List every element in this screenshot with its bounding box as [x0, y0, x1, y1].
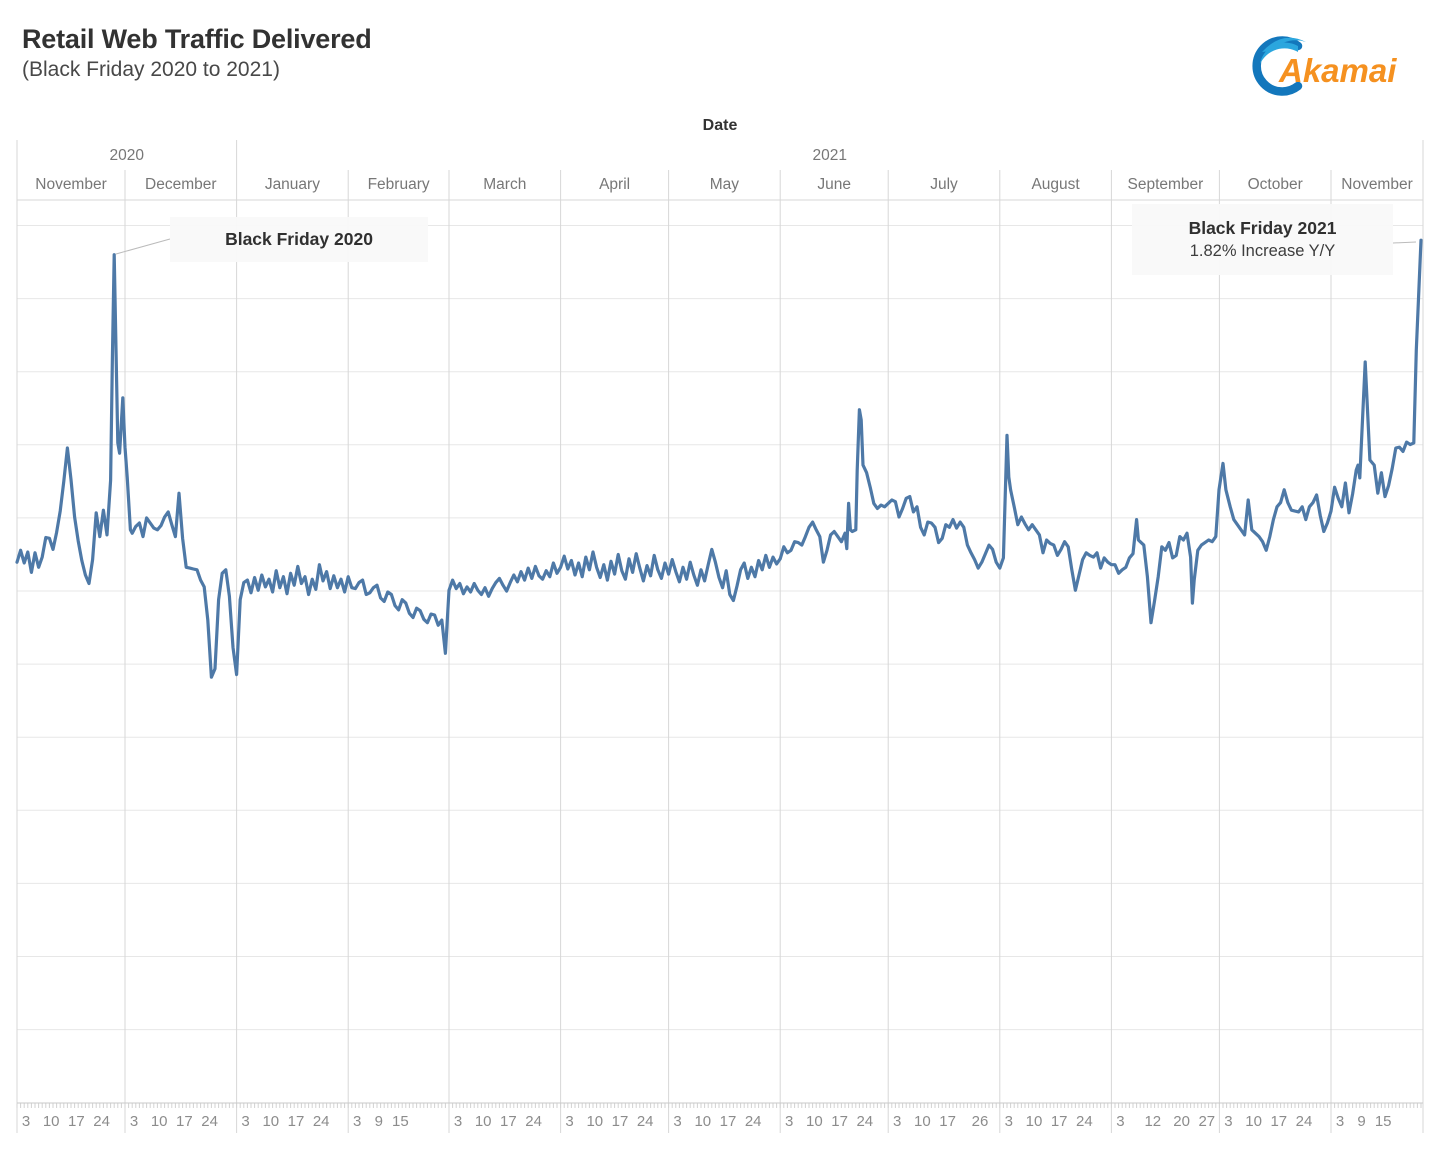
tick-label: 3 [1336, 1113, 1344, 1130]
tick-label: 12 [1144, 1113, 1161, 1130]
tick-label: 10 [1245, 1113, 1262, 1130]
tick-label: 17 [68, 1113, 85, 1130]
tick-label: 10 [475, 1113, 492, 1130]
page-title: Retail Web Traffic Delivered [22, 24, 372, 54]
tick-label: 24 [93, 1113, 110, 1130]
tick-label: 15 [1375, 1113, 1392, 1130]
tick-label: 10 [914, 1113, 931, 1130]
tick-label: 3 [353, 1113, 361, 1130]
page-subtitle: (Black Friday 2020 to 2021) [22, 58, 280, 81]
annotation-connector [1392, 241, 1417, 244]
year-label: 2021 [813, 147, 847, 164]
tick-label: 10 [151, 1113, 168, 1130]
tick-label: 3 [241, 1113, 249, 1130]
tick-label: 15 [392, 1113, 409, 1130]
axis-field-label: Date [703, 117, 738, 134]
tick-label: 17 [500, 1113, 517, 1130]
tick-label: 10 [586, 1113, 603, 1130]
month-label: January [265, 176, 320, 193]
tick-label: 17 [939, 1113, 956, 1130]
tick-label: 17 [612, 1113, 629, 1130]
tick-label: 3 [454, 1113, 462, 1130]
annotation-title: Black Friday 2021 [1188, 218, 1337, 238]
month-label: December [145, 176, 217, 193]
tick-label: 17 [1051, 1113, 1068, 1130]
tick-label: 24 [637, 1113, 654, 1130]
tick-label: 17 [720, 1113, 737, 1130]
tick-label: 10 [806, 1113, 823, 1130]
tick-label: 9 [1357, 1113, 1365, 1130]
tick-label: 17 [831, 1113, 848, 1130]
traffic-line[interactable] [15, 238, 1423, 679]
tick-label: 24 [1076, 1113, 1093, 1130]
tick-label: 10 [262, 1113, 279, 1130]
tick-label: 3 [893, 1113, 901, 1130]
tick-label: 17 [1270, 1113, 1287, 1130]
tick-label: 20 [1173, 1113, 1190, 1130]
tick-label: 27 [1198, 1113, 1215, 1130]
month-label: April [599, 176, 630, 193]
tick-label: 10 [1026, 1113, 1043, 1130]
tick-label: 3 [673, 1113, 681, 1130]
annotation-black-friday-2020: Black Friday 2020 [170, 217, 428, 262]
month-label: August [1031, 176, 1080, 193]
tick-label: 10 [694, 1113, 711, 1130]
tick-label: 3 [565, 1113, 573, 1130]
tick-label: 17 [288, 1113, 305, 1130]
tick-label: 26 [972, 1113, 989, 1130]
month-label: June [817, 176, 851, 193]
month-label: October [1248, 176, 1303, 193]
annotation-subtitle: 1.82% Increase Y/Y [1189, 242, 1336, 260]
tick-label: 3 [1116, 1113, 1124, 1130]
month-label: March [483, 176, 526, 193]
tick-label: 24 [856, 1113, 873, 1130]
year-label: 2020 [110, 147, 145, 164]
tick-label: 24 [201, 1113, 218, 1130]
annotation-black-friday-2021: Black Friday 2021 1.82% Increase Y/Y [1132, 204, 1393, 275]
tick-label: 24 [313, 1113, 330, 1130]
tick-label: 3 [1224, 1113, 1232, 1130]
annotation-title: Black Friday 2020 [225, 229, 373, 249]
month-label: May [710, 176, 740, 193]
tick-label: 3 [1005, 1113, 1013, 1130]
akamai-logo: Akamai [1252, 36, 1397, 96]
tick-label: 24 [525, 1113, 542, 1130]
month-label: November [35, 176, 107, 193]
tick-label: 24 [745, 1113, 762, 1130]
tick-label: 9 [375, 1113, 383, 1130]
tick-label: 3 [785, 1113, 793, 1130]
akamai-wordmark: Akamai [1278, 52, 1397, 89]
tick-label: 24 [1296, 1113, 1313, 1130]
tick-label: 10 [43, 1113, 60, 1130]
title-block: Retail Web Traffic Delivered (Black Frid… [22, 24, 372, 82]
month-label: September [1127, 176, 1203, 193]
tick-label: 3 [130, 1113, 138, 1130]
tick-label: 3 [22, 1113, 30, 1130]
month-label: July [930, 176, 958, 193]
tick-label: 17 [176, 1113, 193, 1130]
akamai-swoosh-icon [1252, 36, 1306, 96]
month-label: February [368, 176, 430, 193]
month-label: November [1341, 176, 1413, 193]
annotation-connector [115, 238, 171, 255]
